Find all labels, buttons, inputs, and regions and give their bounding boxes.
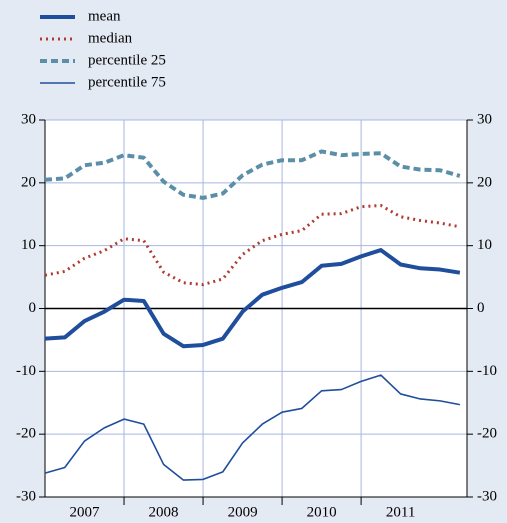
y2-tick-label: 30 [477, 111, 492, 127]
y2-tick-label: 10 [477, 237, 492, 253]
y2-tick-label: -30 [477, 488, 497, 504]
x-tick-label: 2009 [228, 504, 258, 520]
series-line [44, 374, 461, 481]
y-tick-label: 30 [21, 111, 36, 127]
x-tick-label: 2010 [307, 504, 337, 520]
y2-tick-label: 0 [477, 300, 485, 316]
y-tick-label: 0 [29, 300, 37, 316]
y2-tick-label: -10 [477, 363, 497, 379]
x-tick-label: 2007 [70, 504, 101, 520]
y-tick-label: 20 [21, 174, 36, 190]
x-tick-label: 2008 [149, 504, 179, 520]
legend-label: percentile 25 [88, 52, 166, 68]
series-line [44, 248, 461, 349]
legend-label: median [88, 30, 133, 46]
x-tick-label: 2011 [386, 504, 415, 520]
legend-label: percentile 75 [88, 74, 166, 90]
series-line [44, 149, 461, 200]
y2-tick-label: 20 [477, 174, 492, 190]
legend-label: mean [88, 8, 121, 24]
y-tick-label: -10 [16, 363, 36, 379]
y-tick-label: -20 [16, 426, 36, 442]
y-tick-label: 10 [21, 237, 36, 253]
y2-tick-label: -20 [477, 426, 497, 442]
y-tick-label: -30 [16, 488, 36, 504]
